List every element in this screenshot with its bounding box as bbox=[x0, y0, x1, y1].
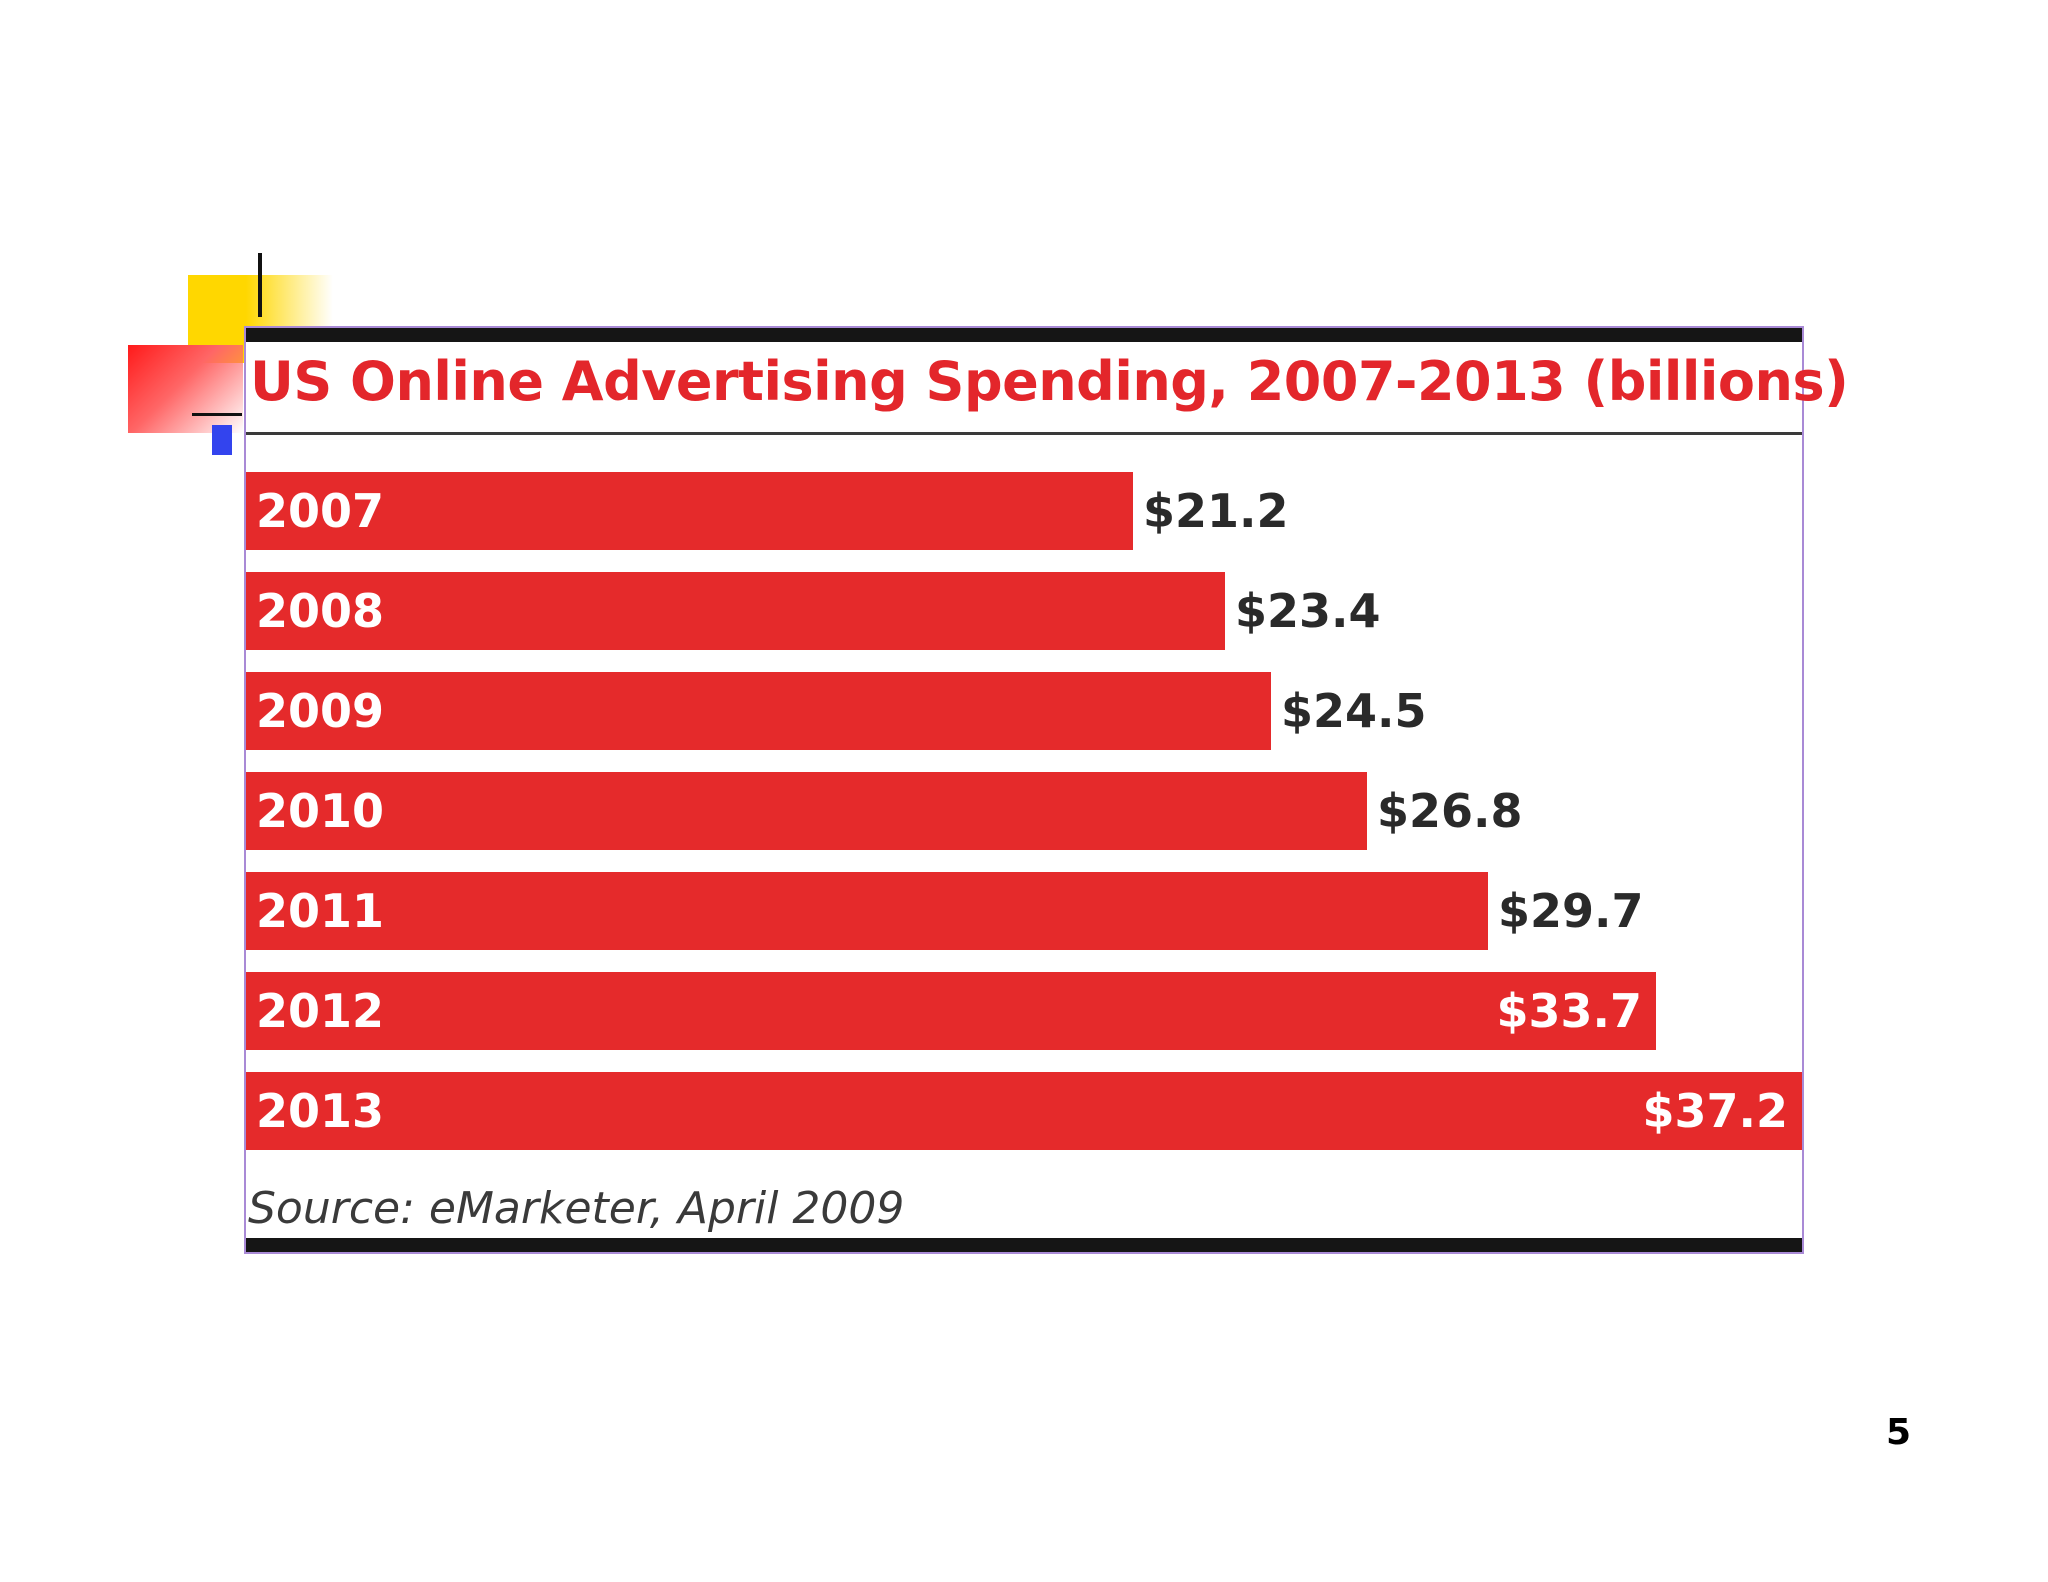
bar-category-label: 2009 bbox=[256, 684, 385, 738]
bar-2012 bbox=[246, 972, 1656, 1050]
chart-top-rule bbox=[246, 328, 1802, 342]
chart-panel: US Online Advertising Spending, 2007-201… bbox=[244, 326, 1849, 1254]
decorative-horizontal-line bbox=[192, 413, 242, 416]
chart-bottom-rule bbox=[246, 1238, 1802, 1252]
bar-2011 bbox=[246, 872, 1488, 950]
bar-category-label: 2007 bbox=[256, 484, 385, 538]
bar-2008 bbox=[246, 572, 1225, 650]
title-divider bbox=[246, 432, 1802, 435]
bar-value-label: $26.8 bbox=[1377, 784, 1523, 838]
chart-source: Source: eMarketer, April 2009 bbox=[248, 1183, 905, 1234]
bar-row-2010: 2010 $26.8 bbox=[246, 772, 1802, 850]
bar-2010 bbox=[246, 772, 1367, 850]
bar-2007 bbox=[246, 472, 1133, 550]
bar-category-label: 2008 bbox=[256, 584, 385, 638]
bar-value-label: $29.7 bbox=[1498, 884, 1644, 938]
bar-2013 bbox=[246, 1072, 1802, 1150]
bar-row-2012: 2012 $33.7 bbox=[246, 972, 1802, 1050]
chart-title: US Online Advertising Spending, 2007-201… bbox=[250, 350, 1849, 413]
decorative-vertical-line bbox=[258, 253, 262, 317]
bar-category-label: 2010 bbox=[256, 784, 385, 838]
bar-area: 2007 $21.2 2008 $23.4 2009 $24.5 2010 $26.8 2011… bbox=[246, 472, 1802, 1172]
bar-value-label: $21.2 bbox=[1143, 484, 1289, 538]
bar-row-2008: 2008 $23.4 bbox=[246, 572, 1802, 650]
decorative-blue-square bbox=[212, 425, 232, 455]
bar-row-2009: 2009 $24.5 bbox=[246, 672, 1802, 750]
bar-category-label: 2011 bbox=[256, 884, 385, 938]
bar-category-label: 2012 bbox=[256, 984, 385, 1038]
bar-value-label: $23.4 bbox=[1235, 584, 1381, 638]
page-number: 5 bbox=[1886, 1412, 1912, 1453]
bar-value-label: $37.2 bbox=[1642, 1084, 1788, 1138]
bar-value-label: $33.7 bbox=[1496, 984, 1642, 1038]
bar-value-label: $24.5 bbox=[1281, 684, 1427, 738]
bar-row-2013: 2013 $37.2 bbox=[246, 1072, 1802, 1150]
decorative-red-square bbox=[128, 345, 243, 433]
bar-2009 bbox=[246, 672, 1271, 750]
bar-row-2007: 2007 $21.2 bbox=[246, 472, 1802, 550]
bar-row-2011: 2011 $29.7 bbox=[246, 872, 1802, 950]
bar-category-label: 2013 bbox=[256, 1084, 385, 1138]
